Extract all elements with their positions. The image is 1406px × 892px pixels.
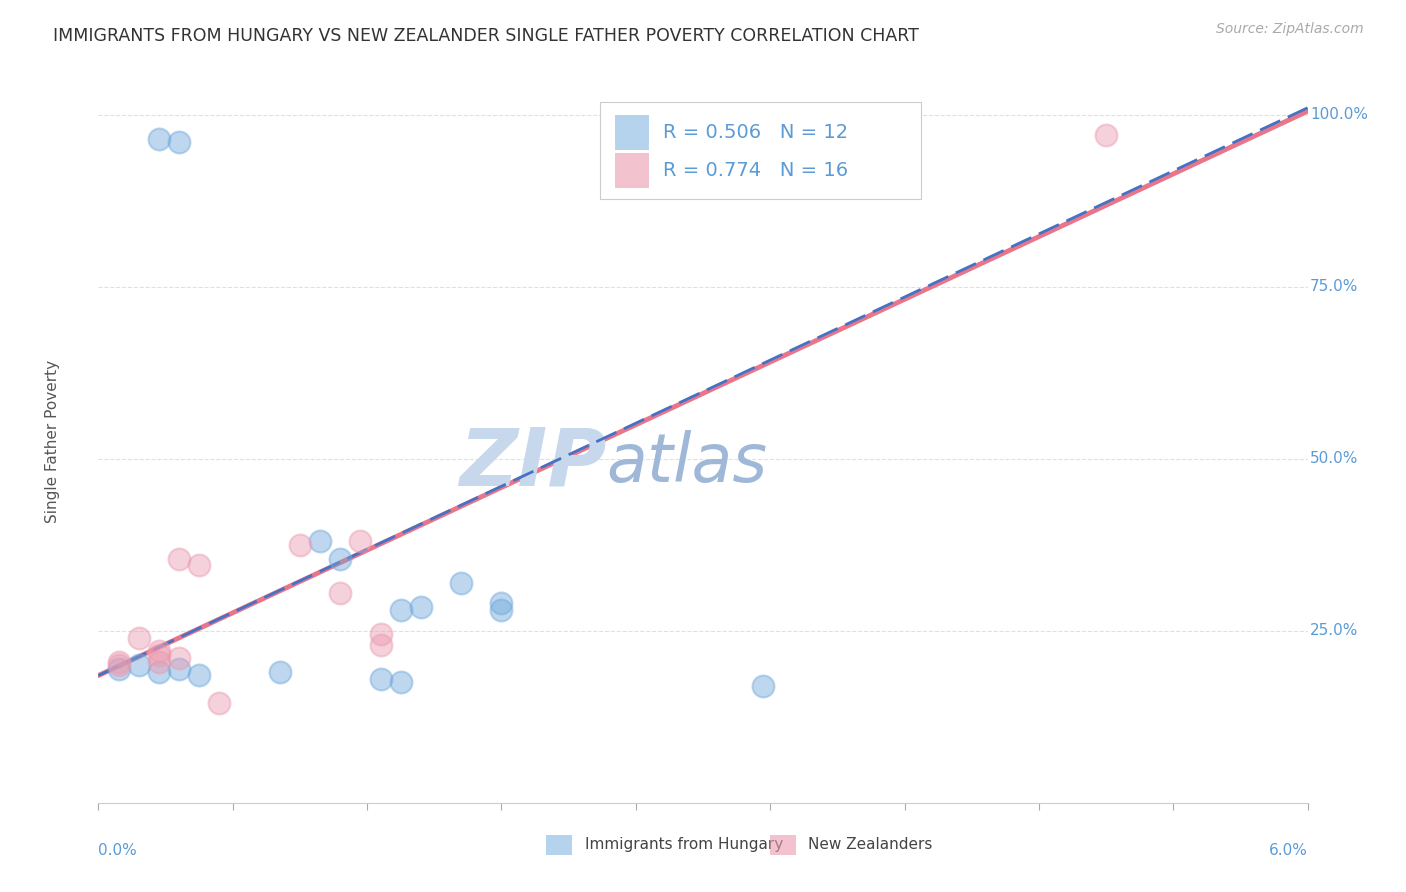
Point: [167, 551, 190, 566]
Text: 50.0%: 50.0%: [1310, 451, 1358, 467]
Text: Single Father Poverty: Single Father Poverty: [45, 360, 60, 523]
Text: IMMIGRANTS FROM HUNGARY VS NEW ZEALANDER SINGLE FATHER POVERTY CORRELATION CHART: IMMIGRANTS FROM HUNGARY VS NEW ZEALANDER…: [53, 27, 920, 45]
Bar: [546, 835, 572, 855]
Point: [148, 665, 170, 679]
Text: R = 0.774   N = 16: R = 0.774 N = 16: [664, 161, 848, 180]
FancyBboxPatch shape: [600, 102, 921, 200]
Point: [167, 662, 190, 676]
Point: [409, 599, 432, 614]
Bar: [614, 115, 648, 150]
Point: [450, 575, 472, 590]
Text: Source: ZipAtlas.com: Source: ZipAtlas.com: [1216, 22, 1364, 37]
Text: Immigrants from Hungary: Immigrants from Hungary: [585, 838, 783, 852]
Point: [752, 679, 775, 693]
Point: [148, 644, 170, 658]
Point: [692, 128, 714, 143]
Point: [208, 696, 231, 710]
Point: [148, 655, 170, 669]
Point: [389, 603, 412, 617]
Point: [370, 672, 392, 686]
Point: [1095, 128, 1118, 143]
Point: [148, 132, 170, 146]
Point: [329, 551, 352, 566]
Point: [128, 631, 150, 645]
Text: 100.0%: 100.0%: [1310, 107, 1368, 122]
Text: atlas: atlas: [606, 430, 768, 496]
Text: 6.0%: 6.0%: [1268, 843, 1308, 857]
Bar: [769, 835, 796, 855]
Point: [167, 135, 190, 149]
Point: [370, 627, 392, 641]
Point: [370, 638, 392, 652]
Point: [107, 655, 129, 669]
Text: New Zealanders: New Zealanders: [808, 838, 932, 852]
Point: [329, 586, 352, 600]
Point: [148, 648, 170, 662]
Point: [269, 665, 291, 679]
Point: [288, 538, 311, 552]
Point: [107, 658, 129, 673]
Text: R = 0.506   N = 12: R = 0.506 N = 12: [664, 123, 848, 142]
Text: 25.0%: 25.0%: [1310, 624, 1358, 639]
Point: [349, 534, 371, 549]
Point: [188, 558, 211, 573]
Point: [167, 651, 190, 665]
Point: [491, 596, 513, 610]
Point: [309, 534, 332, 549]
Point: [188, 668, 211, 682]
Bar: [614, 153, 648, 188]
Point: [491, 603, 513, 617]
Point: [389, 675, 412, 690]
Text: 75.0%: 75.0%: [1310, 279, 1358, 294]
Point: [107, 662, 129, 676]
Text: 0.0%: 0.0%: [98, 843, 138, 857]
Point: [128, 658, 150, 673]
Text: ZIP: ZIP: [458, 425, 606, 502]
